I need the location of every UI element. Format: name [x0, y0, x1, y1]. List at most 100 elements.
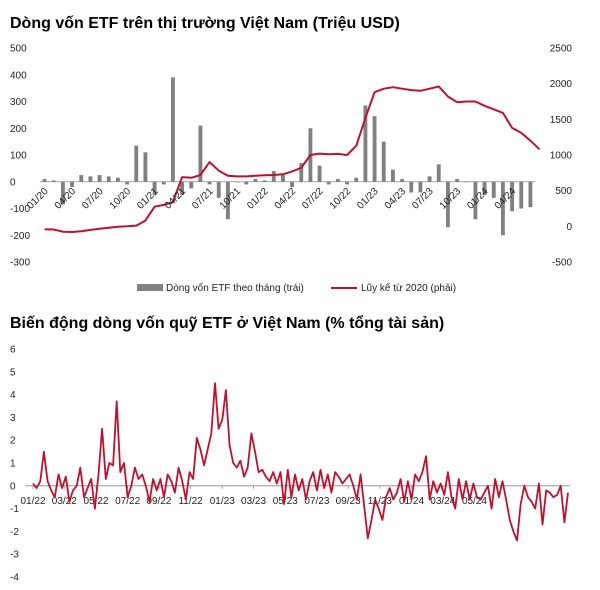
chart1-left-axis: 500 400 300 200 100 0 -100 -200 -300: [10, 44, 30, 269]
left-tick-label: -200: [10, 231, 30, 242]
right-tick-label: 0: [566, 222, 572, 233]
left-tick-label: 0: [10, 177, 16, 188]
right-tick-label: 1000: [550, 151, 573, 162]
x-tick-label: 01/20: [25, 186, 51, 212]
x-tick-label: 10/22: [328, 186, 354, 212]
left-tick-label: 500: [10, 44, 27, 55]
flow-bar: [363, 105, 368, 182]
y-tick-label: 6: [10, 345, 16, 356]
right-tick-label: -500: [552, 258, 572, 269]
x-tick-label: 01/22: [245, 186, 271, 212]
left-tick-label: 400: [10, 70, 27, 81]
flow-bar: [225, 181, 230, 220]
x-tick-label: 03/23: [241, 496, 266, 507]
x-tick-label: 01/24: [399, 496, 424, 507]
flow-bar: [381, 141, 386, 182]
legend-bar-swatch: [137, 284, 163, 291]
x-tick-label: 01/21: [135, 186, 161, 212]
flow-bar: [97, 175, 102, 182]
flow-bar: [326, 181, 331, 185]
x-tick-label: 04/22: [273, 186, 299, 212]
y-tick-label: 0: [10, 481, 16, 492]
flow-bar: [88, 176, 93, 182]
flow-bar: [253, 179, 258, 182]
flow-bar: [290, 181, 295, 188]
right-tick-label: 2500: [550, 44, 573, 55]
flow-bar: [455, 179, 460, 182]
flow-bar: [390, 169, 395, 182]
flow-bar: [528, 181, 533, 208]
legend-bar-label: Dòng vốn ETF theo tháng (trái): [166, 282, 304, 294]
x-tick-label: 07/23: [304, 496, 329, 507]
x-tick-label: 07/23: [410, 186, 436, 212]
left-tick-label: 200: [10, 124, 27, 135]
flow-bar: [152, 181, 157, 196]
flow-bar: [418, 181, 423, 193]
x-tick-label: 11/22: [178, 496, 203, 507]
flow-bar: [335, 179, 340, 182]
flow-bar: [436, 164, 441, 182]
y-tick-label: -3: [10, 550, 19, 561]
x-tick-label: 05/23: [273, 496, 298, 507]
x-tick-label: 10/21: [218, 186, 244, 212]
flow-bar: [115, 177, 120, 182]
chart1-right-axis: 2500 2000 1500 1000 500 0 -500: [550, 44, 573, 269]
flow-bar: [400, 179, 405, 182]
flow-bar: [180, 181, 185, 196]
left-tick-label: -100: [10, 204, 30, 215]
x-tick-label: 01/23: [210, 496, 235, 507]
flow-bar: [134, 145, 139, 182]
left-tick-label: -300: [10, 258, 30, 269]
y-tick-label: 1: [10, 459, 16, 470]
y-tick-label: -2: [10, 527, 19, 538]
flow-bar: [482, 181, 487, 196]
right-tick-label: 500: [555, 186, 572, 197]
x-tick-label: 10/20: [108, 186, 134, 212]
flow-bar: [161, 181, 166, 185]
y-tick-label: 4: [10, 390, 16, 401]
x-tick-label: 07/22: [300, 186, 326, 212]
flow-bar: [70, 181, 75, 188]
flow-bar: [271, 171, 276, 182]
flow-bar: [409, 181, 414, 193]
flow-bar: [170, 77, 175, 182]
flow-bar: [235, 181, 240, 183]
flow-bar: [280, 175, 285, 182]
y-tick-label: 3: [10, 413, 16, 424]
flow-bar: [143, 152, 148, 182]
y-tick-label: 5: [10, 367, 16, 378]
flow-bar: [354, 177, 359, 182]
x-tick-label: 04/21: [163, 186, 189, 212]
right-tick-label: 2000: [550, 79, 573, 90]
flow-bar: [317, 165, 322, 182]
x-tick-label: 09/22: [146, 496, 171, 507]
flow-bar: [500, 181, 505, 236]
flow-bar: [207, 181, 212, 185]
flow-bar: [42, 179, 47, 182]
flow-bar: [464, 181, 469, 183]
left-tick-label: 300: [10, 97, 27, 108]
flow-bar: [198, 125, 203, 182]
chart1-line-group: [44, 85, 541, 233]
flow-bar: [427, 176, 432, 182]
x-tick-label: 01/23: [355, 186, 381, 212]
flow-bar: [473, 181, 478, 220]
flow-bar: [60, 181, 65, 205]
x-tick-label: 09/23: [336, 496, 361, 507]
flow-bar: [106, 176, 111, 182]
x-tick-label: 11/23: [368, 496, 393, 507]
legend-line-label: Lũy kế từ 2020 (phải): [361, 282, 456, 294]
flow-bar: [491, 181, 496, 198]
x-tick-label: 04/23: [383, 186, 409, 212]
chart1-title: Dòng vốn ETF trên thị trường Việt Nam (T…: [10, 15, 400, 32]
x-tick-label: 07/22: [115, 496, 140, 507]
chart1-legend: Dòng vốn ETF theo tháng (trái) Lũy kế từ…: [137, 282, 456, 294]
left-tick-label: 100: [10, 151, 27, 162]
cumulative-line: [44, 85, 541, 233]
x-tick-label: 07/21: [190, 186, 216, 212]
x-tick-label: 10/23: [438, 186, 464, 212]
x-tick-label: 04/20: [53, 186, 79, 212]
etf-flow-line: [32, 382, 569, 542]
x-tick-label: 03/24: [430, 496, 455, 507]
